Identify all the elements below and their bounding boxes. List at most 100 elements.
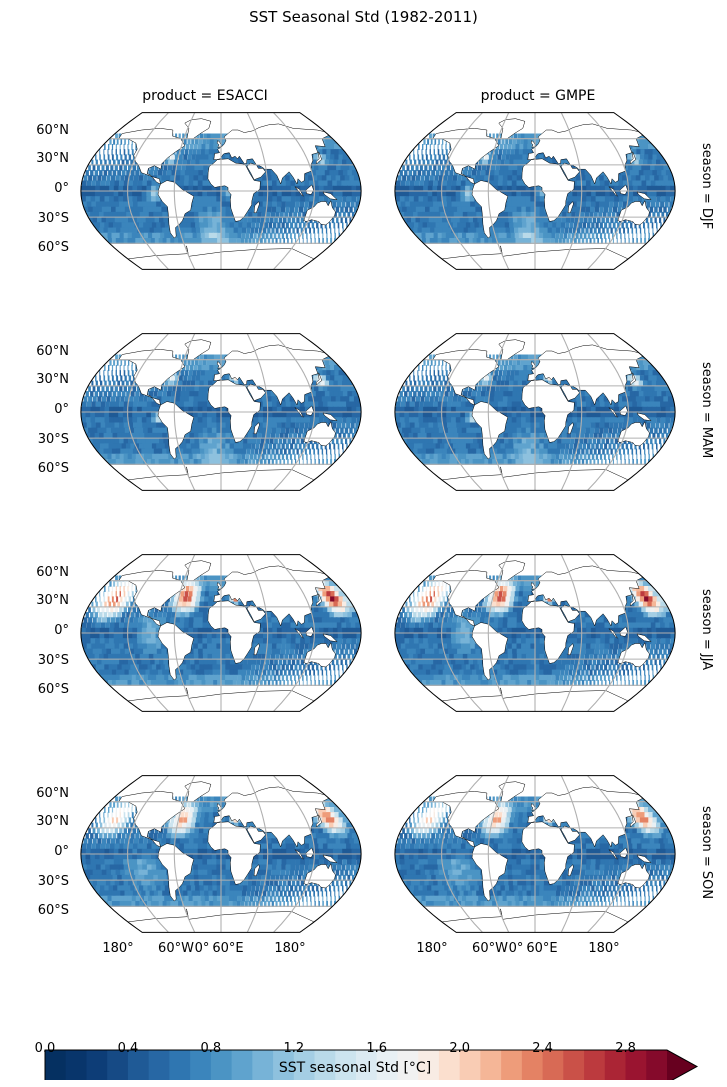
column-title-esacci: product = ESACCI (142, 88, 268, 104)
sst-field (80, 554, 362, 712)
colorbar-swatch (148, 1050, 170, 1080)
lon-tick-label: 60°W (472, 941, 508, 956)
lat-tick-label: 60°N (36, 786, 69, 801)
lat-tick-label: 30°S (37, 874, 69, 889)
lat-tick-label: 60°N (36, 565, 69, 580)
map-outline (80, 554, 362, 712)
lat-tick-label: 30°S (37, 653, 69, 668)
colorbar-swatch (521, 1050, 544, 1080)
colorbar-swatch (604, 1050, 627, 1080)
graticule (80, 775, 362, 933)
map-outline (80, 775, 362, 933)
map-outline (394, 775, 676, 933)
lat-tick-label: 60°S (37, 682, 69, 697)
lat-tick-label: 60°S (37, 903, 69, 918)
map-outline (80, 112, 362, 270)
map-panel-gmpe-jja (394, 554, 676, 712)
lon-tick-label: 60°E (526, 941, 558, 956)
lon-tick-label: 180° (102, 941, 134, 956)
map-outline (394, 554, 676, 712)
map-panel-gmpe-djf (394, 112, 676, 270)
colorbar (44, 1049, 699, 1080)
colorbar-swatch (335, 1050, 357, 1080)
colorbar-label: SST seasonal Std [°C] (278, 1060, 432, 1076)
colorbar-swatch (65, 1050, 87, 1080)
colorbar-swatch (584, 1050, 606, 1080)
map-outline (394, 112, 676, 270)
colorbar-swatch (459, 1050, 481, 1080)
colorbar-tick-label: 2.0 (449, 1041, 470, 1056)
colorbar-swatch (438, 1050, 461, 1080)
colorbar-swatch (480, 1050, 502, 1080)
lat-tick-label: 60°S (37, 240, 69, 255)
colorbar-swatch (273, 1050, 295, 1080)
graticule (80, 554, 362, 712)
lat-tick-label: 30°N (36, 151, 69, 166)
colorbar-tick-label: 2.8 (615, 1041, 636, 1056)
lat-tick-label: 60°N (36, 123, 69, 138)
colorbar-tick-label: 1.2 (283, 1041, 305, 1056)
colorbar-swatch (190, 1050, 212, 1080)
sst-field (394, 554, 676, 712)
colorbar-extend-arrow (667, 1050, 697, 1080)
lat-tick-label: 30°N (36, 814, 69, 829)
sst-field (80, 112, 362, 270)
colorbar-swatch (169, 1050, 191, 1080)
map-panel-gmpe-son (394, 775, 676, 933)
colorbar-swatch (231, 1050, 253, 1080)
colorbar-swatch (418, 1050, 440, 1080)
lon-tick-label: 180° (416, 941, 448, 956)
colorbar-swatch (397, 1050, 419, 1080)
graticule (80, 333, 362, 491)
colorbar-tick-label: 0.8 (200, 1041, 222, 1056)
map-panel-esacci-djf (80, 112, 362, 270)
colorbar-swatch (107, 1050, 129, 1080)
colorbar-tick-label: 0.0 (34, 1041, 56, 1056)
graticule (394, 112, 676, 270)
colorbar-swatch (45, 1050, 67, 1080)
column-title-gmpe: product = GMPE (480, 88, 596, 104)
map-outline (394, 333, 676, 491)
colorbar-swatch (542, 1050, 564, 1080)
lat-tick-label: 30°N (36, 593, 69, 608)
graticule (394, 775, 676, 933)
sst-field (80, 333, 362, 491)
colorbar-swatch (293, 1050, 316, 1080)
map-panel-esacci-mam (80, 333, 362, 491)
colorbar-swatch (127, 1050, 150, 1080)
lon-tick-label: 180° (588, 941, 620, 956)
graticule (80, 112, 362, 270)
graticule (394, 333, 676, 491)
colorbar-swatch (210, 1050, 233, 1080)
colorbar-tick-label: 2.4 (532, 1041, 553, 1056)
sst-field (394, 112, 676, 270)
lat-tick-label: 0° (54, 402, 69, 417)
graticule (394, 554, 676, 712)
lon-tick-label: 180° (274, 941, 306, 956)
lon-tick-label: 60°W (158, 941, 194, 956)
lon-tick-label: 0° (194, 941, 210, 956)
colorbar-swatch (625, 1050, 647, 1080)
lat-tick-label: 60°N (36, 344, 69, 359)
colorbar-tick-label: 0.4 (117, 1041, 139, 1056)
lat-tick-label: 60°S (37, 461, 69, 476)
map-panel-gmpe-mam (394, 333, 676, 491)
map-outline (80, 333, 362, 491)
colorbar-tick-label: 1.6 (366, 1041, 388, 1056)
colorbar-swatch (356, 1050, 378, 1080)
sst-field (394, 775, 676, 933)
lon-tick-label: 60°E (212, 941, 244, 956)
figure-title: SST Seasonal Std (1982-2011) (249, 8, 478, 26)
lat-tick-label: 0° (54, 181, 69, 196)
sst-field (80, 775, 362, 933)
map-panel-esacci-son (80, 775, 362, 933)
colorbar-swatch (646, 1050, 668, 1080)
lat-tick-label: 30°S (37, 211, 69, 226)
lon-tick-label: 0° (508, 941, 524, 956)
map-panel-esacci-jja (80, 554, 362, 712)
lat-tick-label: 30°N (36, 372, 69, 387)
colorbar-swatch (86, 1050, 108, 1080)
lat-tick-label: 0° (54, 623, 69, 638)
colorbar-swatch (501, 1050, 523, 1080)
colorbar-swatch (314, 1050, 336, 1080)
